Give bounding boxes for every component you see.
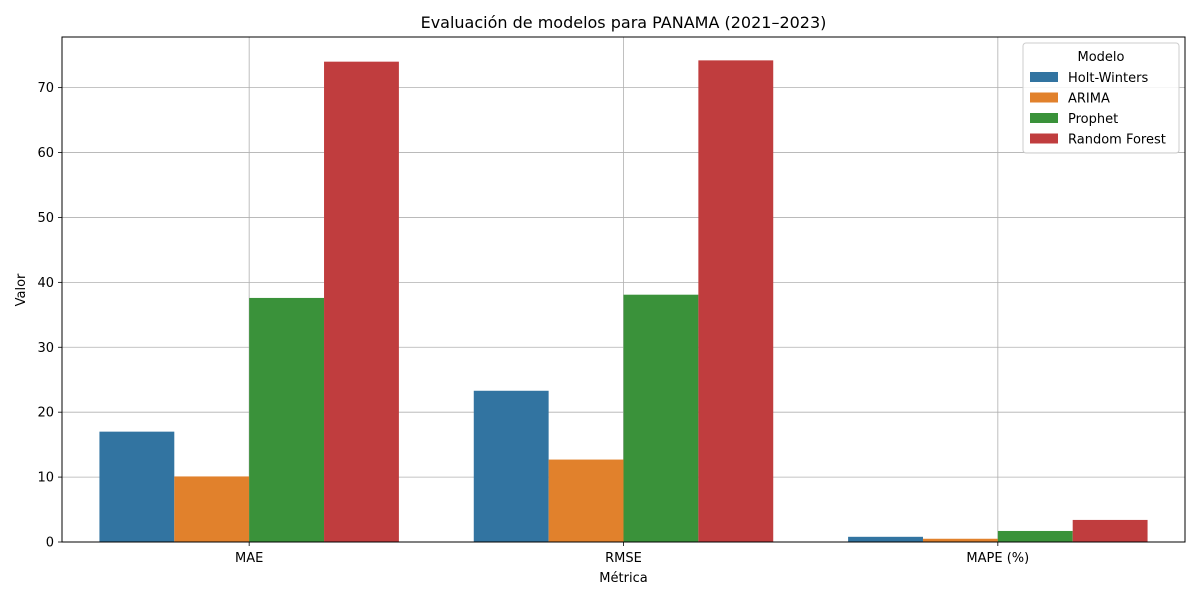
legend-item: Random Forest	[1030, 133, 1166, 148]
x-tick-label: MAPE (%)	[966, 551, 1029, 566]
legend-swatch	[1030, 133, 1058, 144]
x-tick-label: MAE	[235, 551, 263, 566]
bar-random-forest-rmse	[698, 60, 774, 542]
y-tick-label: 10	[37, 471, 54, 486]
y-axis-title: Valor	[14, 273, 29, 306]
legend-label: ARIMA	[1068, 92, 1110, 107]
bar-arima-mae	[174, 476, 250, 542]
bar-random-forest-mape	[1072, 519, 1148, 542]
bar-holt-winters-rmse	[473, 390, 549, 542]
bar-holt-winters-mape	[848, 536, 923, 542]
y-tick-label: 40	[37, 276, 54, 291]
y-tick-label: 50	[37, 211, 54, 226]
legend-item: Holt-Winters	[1030, 71, 1148, 86]
chart-title: Evaluación de modelos para PANAMA (2021–…	[421, 13, 827, 32]
y-tick-label: 60	[37, 146, 54, 161]
x-tick-label: RMSE	[605, 551, 642, 566]
x-axis-title: Métrica	[599, 571, 647, 586]
y-axis: 0 10 20 30 40 50 60 70	[37, 81, 62, 551]
legend-item: Prophet	[1030, 112, 1118, 127]
legend: Modelo Holt-Winters ARIMA Prophet Random Fo…	[1022, 42, 1180, 154]
bar-holt-winters-mae	[99, 431, 175, 542]
legend-item: ARIMA	[1030, 92, 1110, 107]
legend-title: Modelo	[1078, 50, 1125, 65]
legend-label: Random Forest	[1068, 133, 1166, 148]
legend-label: Holt-Winters	[1068, 71, 1148, 86]
bars	[99, 60, 1148, 543]
x-axis: MAE RMSE MAPE (%)	[235, 542, 1029, 566]
y-tick-label: 20	[37, 406, 54, 421]
legend-label: Prophet	[1068, 112, 1118, 127]
legend-box	[1022, 42, 1180, 154]
bar-prophet-mae	[249, 297, 325, 542]
y-tick-label: 30	[37, 341, 54, 356]
legend-swatch	[1030, 92, 1058, 103]
y-tick-label: 70	[37, 81, 54, 96]
bar-prophet-rmse	[623, 294, 699, 542]
legend-swatch	[1030, 72, 1058, 82]
legend-swatch	[1030, 113, 1058, 123]
bar-prophet-mape	[997, 530, 1073, 542]
bar-arima-mape	[922, 538, 998, 542]
bar-random-forest-mae	[324, 61, 399, 543]
bar-arima-rmse	[548, 459, 624, 542]
y-tick-label: 0	[46, 536, 54, 551]
